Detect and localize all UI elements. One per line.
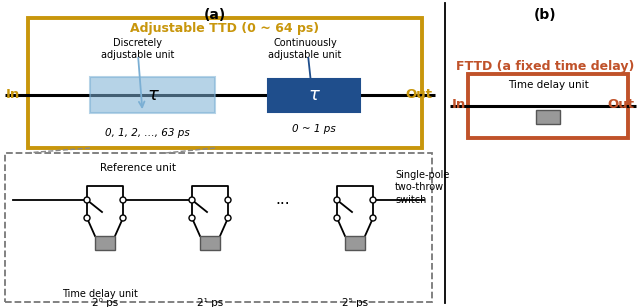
Text: τ: τ: [308, 86, 319, 104]
Text: 0, 1, 2, …, 63 ps: 0, 1, 2, …, 63 ps: [105, 128, 190, 138]
Bar: [95, 236, 115, 250]
Bar: [536, 110, 560, 124]
Text: (b): (b): [534, 8, 556, 22]
Circle shape: [120, 197, 126, 203]
Text: Continuously
adjustable unit: Continuously adjustable unit: [268, 38, 342, 60]
Text: Adjustable TTD (0 ~ 64 ps): Adjustable TTD (0 ~ 64 ps): [131, 22, 319, 35]
Circle shape: [189, 215, 195, 221]
Text: ...: ...: [275, 192, 290, 208]
Bar: [345, 236, 365, 250]
Circle shape: [225, 197, 231, 203]
Circle shape: [370, 215, 376, 221]
Circle shape: [120, 215, 126, 221]
Bar: [5, 153, 432, 302]
Bar: [90, 77, 215, 113]
Bar: [268, 79, 360, 112]
Text: (a): (a): [204, 8, 226, 22]
Circle shape: [189, 197, 195, 203]
Circle shape: [84, 215, 90, 221]
Circle shape: [225, 215, 231, 221]
Circle shape: [84, 197, 90, 203]
Text: Discretely
adjustable unit: Discretely adjustable unit: [101, 38, 175, 60]
Text: Time delay unit: Time delay unit: [508, 80, 588, 90]
Text: 2⁰ ps: 2⁰ ps: [92, 298, 118, 307]
Circle shape: [334, 215, 340, 221]
Text: In: In: [6, 87, 20, 100]
Text: Single-pole
two-throw
switch: Single-pole two-throw switch: [395, 170, 449, 205]
Text: 2¹ ps: 2¹ ps: [197, 298, 223, 307]
Text: Out: Out: [405, 87, 432, 100]
Circle shape: [334, 197, 340, 203]
Text: Out: Out: [607, 99, 634, 111]
Text: 0 ~ 1 ps: 0 ~ 1 ps: [292, 124, 336, 134]
Bar: [28, 18, 422, 148]
Text: 2⁵ ps: 2⁵ ps: [342, 298, 368, 307]
Text: Reference unit: Reference unit: [100, 163, 176, 173]
Text: FTTD (a fixed time delay): FTTD (a fixed time delay): [456, 60, 634, 73]
Bar: [200, 236, 220, 250]
Circle shape: [370, 197, 376, 203]
Text: Time delay unit: Time delay unit: [62, 289, 138, 299]
Bar: [468, 74, 628, 138]
Text: In: In: [452, 99, 467, 111]
Text: τ: τ: [147, 86, 158, 104]
